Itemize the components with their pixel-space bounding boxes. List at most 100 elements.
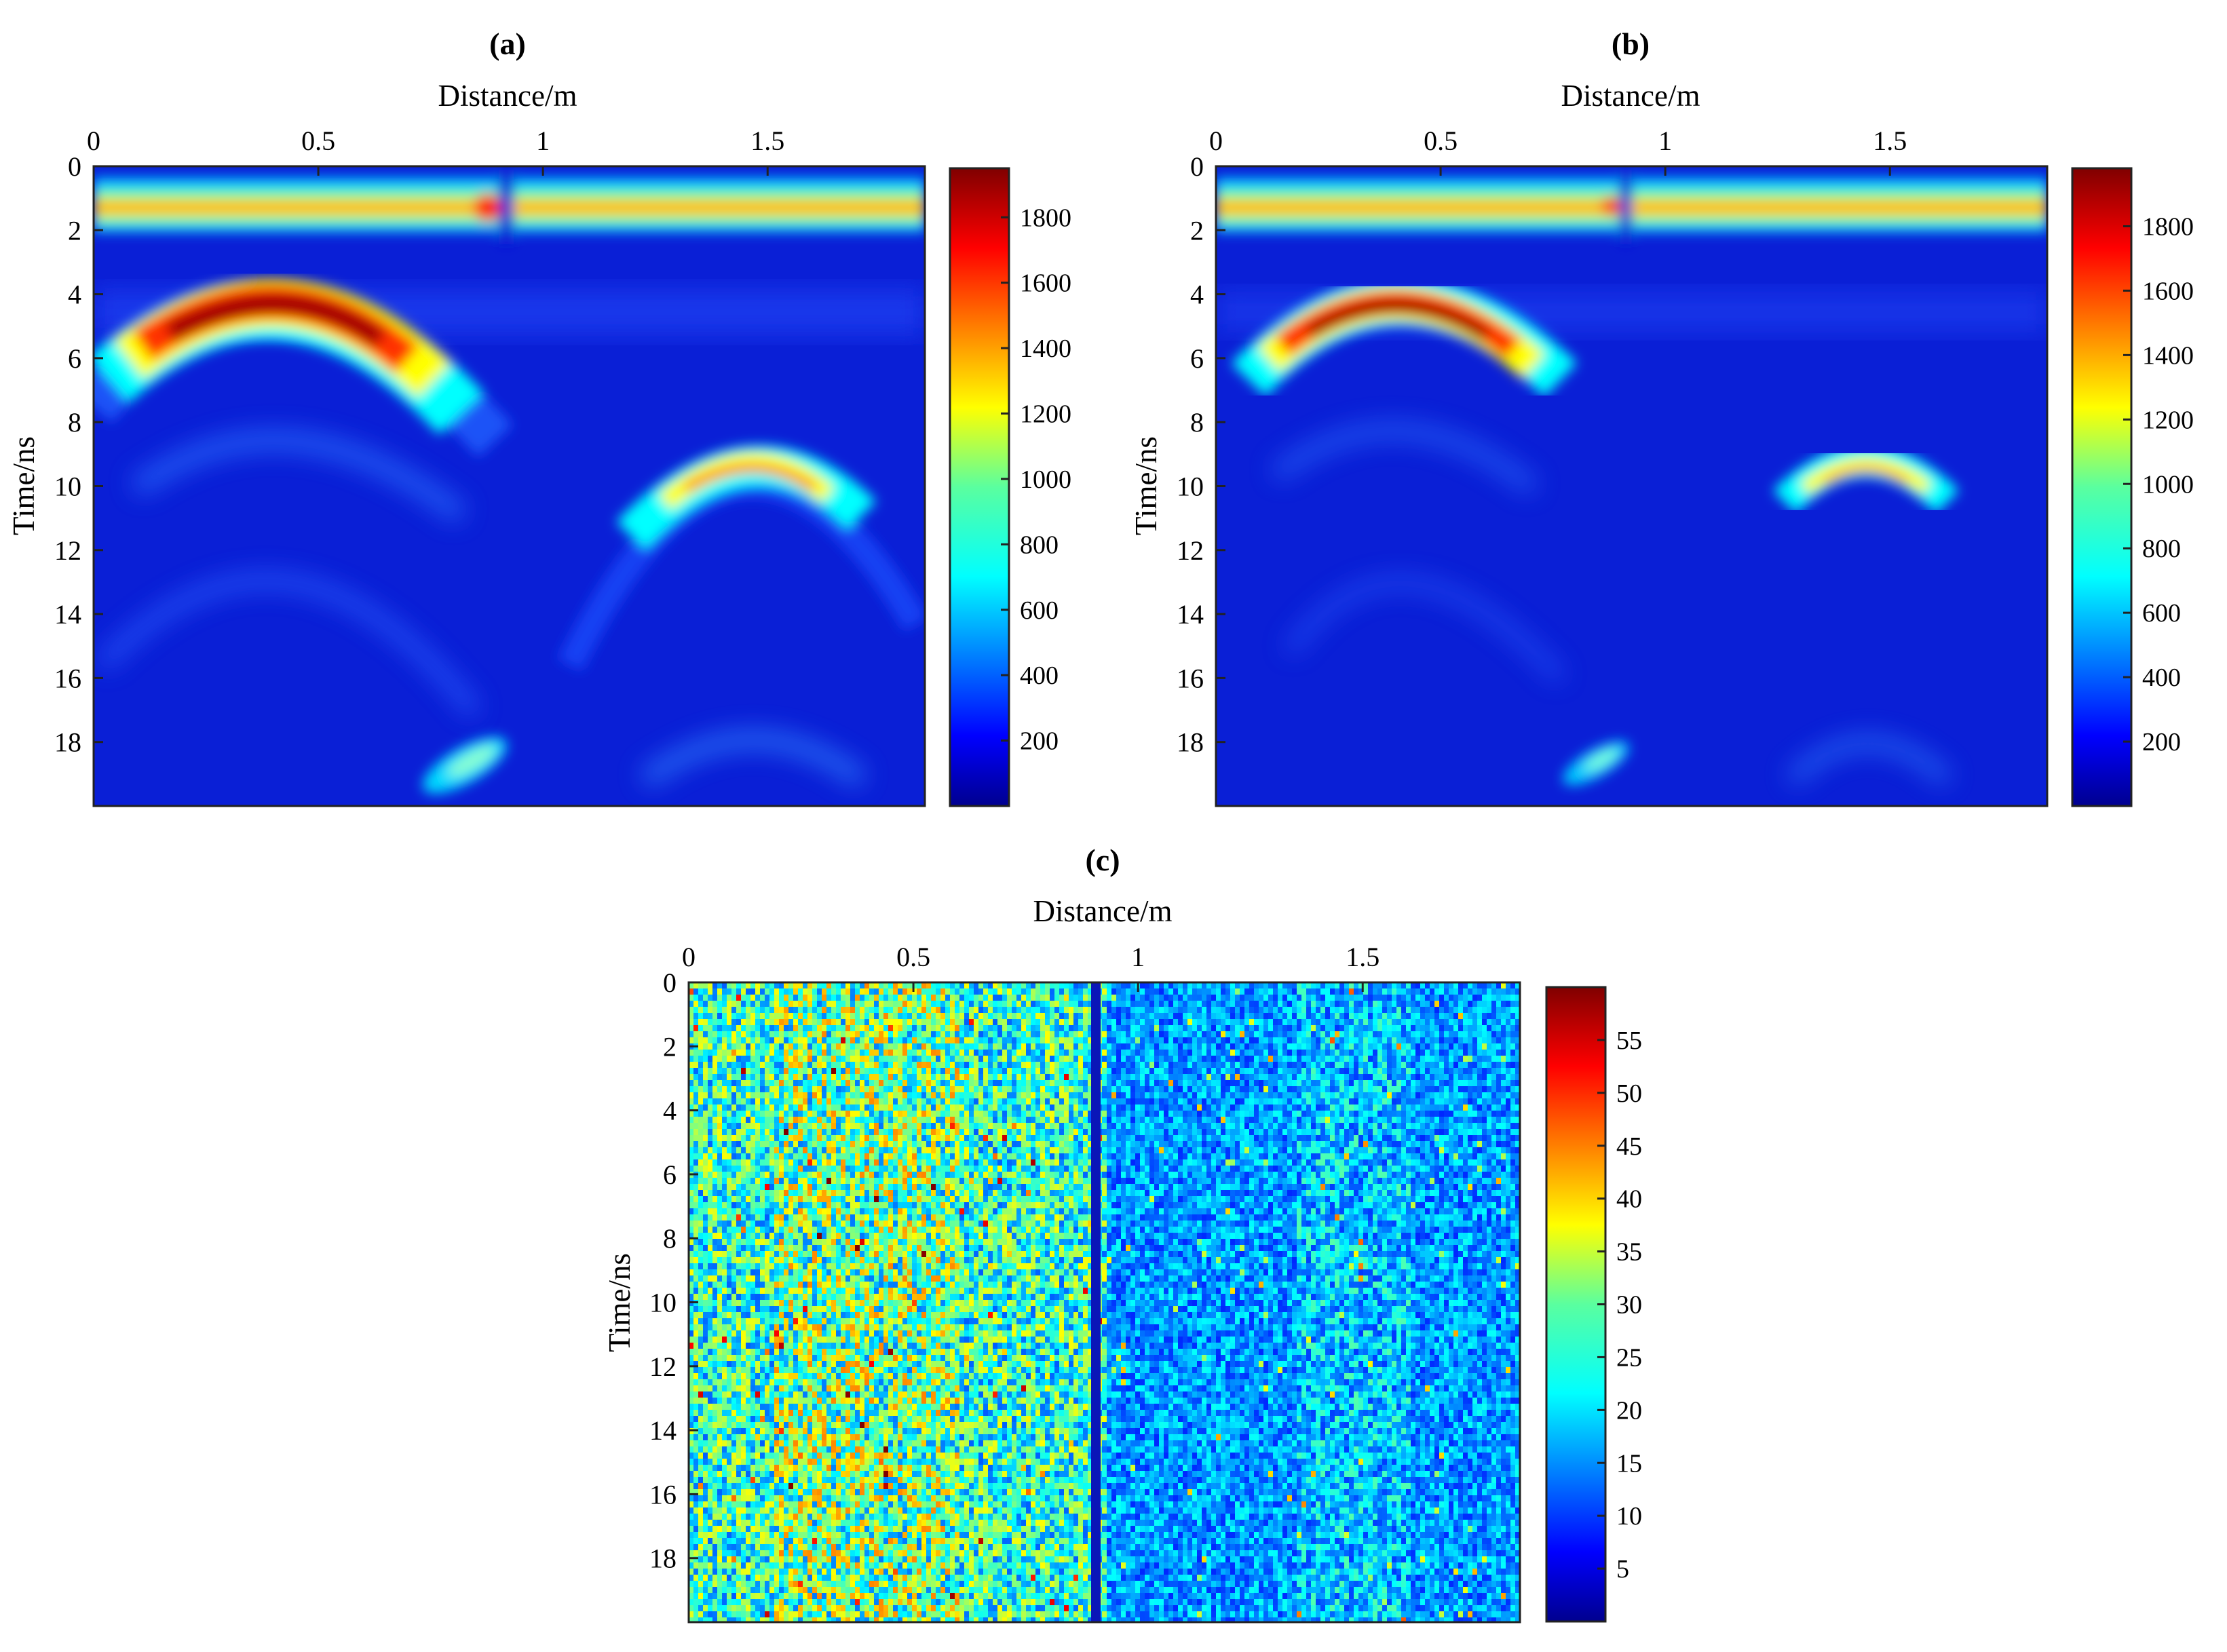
noise-cell bbox=[779, 1446, 784, 1453]
noise-cell bbox=[750, 1507, 755, 1514]
noise-cell bbox=[788, 1465, 793, 1471]
noise-cell bbox=[888, 1282, 893, 1288]
panel-c-noise bbox=[689, 982, 1520, 1624]
noise-cell bbox=[850, 1562, 855, 1569]
noise-cell bbox=[741, 1355, 746, 1361]
noise-cell bbox=[774, 1141, 779, 1147]
noise-cell bbox=[750, 1343, 755, 1349]
noise-cell bbox=[769, 1324, 774, 1330]
noise-cell bbox=[798, 1117, 803, 1123]
noise-cell bbox=[807, 1526, 812, 1532]
noise-cell bbox=[712, 1453, 717, 1459]
noise-cell bbox=[826, 1184, 831, 1190]
noise-cell bbox=[712, 1031, 717, 1037]
noise-cell bbox=[750, 1562, 755, 1569]
noise-cell bbox=[874, 1489, 879, 1495]
noise-cell bbox=[712, 1593, 717, 1599]
noise-cell bbox=[850, 1581, 855, 1587]
noise-cell bbox=[902, 1349, 907, 1355]
noise-cell bbox=[817, 1288, 822, 1294]
noise-cell bbox=[727, 1544, 731, 1550]
noise-cell bbox=[888, 1166, 893, 1172]
noise-cell bbox=[850, 1507, 855, 1514]
noise-cell bbox=[855, 1227, 860, 1233]
noise-cell bbox=[793, 1288, 798, 1294]
noise-cell bbox=[712, 1367, 717, 1373]
noise-cell bbox=[902, 1062, 907, 1068]
noise-cell bbox=[807, 1196, 812, 1202]
noise-cell bbox=[741, 1507, 746, 1514]
noise-cell bbox=[822, 1337, 826, 1343]
noise-cell bbox=[883, 995, 888, 1001]
noise-cell bbox=[902, 1398, 907, 1404]
noise-cell bbox=[869, 1398, 874, 1404]
noise-cell bbox=[746, 1153, 750, 1159]
noise-cell bbox=[755, 1196, 760, 1202]
noise-cell bbox=[860, 988, 864, 995]
noise-cell bbox=[727, 1117, 731, 1123]
noise-cell bbox=[760, 1459, 765, 1465]
noise-cell bbox=[793, 1086, 798, 1092]
noise-cell bbox=[898, 1056, 902, 1062]
noise-cell bbox=[731, 1398, 736, 1404]
noise-cell bbox=[798, 1184, 803, 1190]
noise-cell bbox=[736, 1166, 741, 1172]
noise-cell bbox=[750, 1605, 755, 1611]
noise-cell bbox=[864, 1196, 869, 1202]
noise-cell bbox=[712, 1117, 717, 1123]
noise-cell bbox=[765, 1318, 769, 1324]
noise-cell bbox=[812, 1245, 817, 1251]
noise-cell bbox=[812, 1514, 817, 1520]
noise-cell bbox=[769, 1550, 774, 1556]
noise-cell bbox=[736, 1379, 741, 1385]
noise-cell bbox=[774, 1239, 779, 1245]
noise-cell bbox=[812, 1337, 817, 1343]
noise-cell bbox=[807, 1019, 812, 1025]
noise-cell bbox=[822, 1459, 826, 1465]
noise-cell bbox=[860, 1495, 864, 1501]
noise-cell bbox=[879, 1520, 883, 1526]
noise-cell bbox=[788, 1202, 793, 1208]
noise-cell bbox=[798, 1306, 803, 1312]
noise-cell bbox=[698, 1398, 703, 1404]
noise-cell bbox=[769, 1556, 774, 1562]
noise-cell bbox=[869, 1178, 874, 1184]
noise-cell bbox=[898, 1043, 902, 1050]
noise-cell bbox=[703, 988, 708, 995]
noise-cell bbox=[750, 1214, 755, 1221]
noise-cell bbox=[736, 1440, 741, 1446]
noise-cell bbox=[708, 1569, 712, 1575]
noise-cell bbox=[727, 1196, 731, 1202]
noise-cell bbox=[850, 1178, 855, 1184]
noise-cell bbox=[703, 1239, 708, 1245]
noise-cell bbox=[826, 1489, 831, 1495]
noise-cell bbox=[769, 1233, 774, 1239]
noise-cell bbox=[765, 1465, 769, 1471]
noise-cell bbox=[755, 1172, 760, 1178]
noise-cell bbox=[779, 1257, 784, 1263]
noise-cell bbox=[750, 1495, 755, 1501]
noise-cell bbox=[845, 1092, 850, 1098]
noise-cell bbox=[850, 1453, 855, 1459]
noise-cell bbox=[731, 1483, 736, 1489]
noise-cell bbox=[788, 1245, 793, 1251]
noise-cell bbox=[850, 1373, 855, 1379]
noise-cell bbox=[826, 1019, 831, 1025]
noise-cell bbox=[845, 1147, 850, 1153]
noise-cell bbox=[898, 1202, 902, 1208]
noise-cell bbox=[727, 1507, 731, 1514]
noise-cell bbox=[902, 1599, 907, 1605]
noise-cell bbox=[817, 1404, 822, 1410]
noise-cell bbox=[888, 1587, 893, 1593]
noise-cell bbox=[793, 1410, 798, 1416]
noise-cell bbox=[798, 1269, 803, 1275]
noise-cell bbox=[893, 1440, 898, 1446]
noise-cell bbox=[703, 1245, 708, 1251]
noise-cell bbox=[750, 1037, 755, 1043]
noise-cell bbox=[869, 1599, 874, 1605]
noise-cell bbox=[826, 1453, 831, 1459]
noise-cell bbox=[788, 1605, 793, 1611]
noise-cell bbox=[717, 1288, 722, 1294]
noise-cell bbox=[826, 1196, 831, 1202]
noise-cell bbox=[841, 1514, 845, 1520]
